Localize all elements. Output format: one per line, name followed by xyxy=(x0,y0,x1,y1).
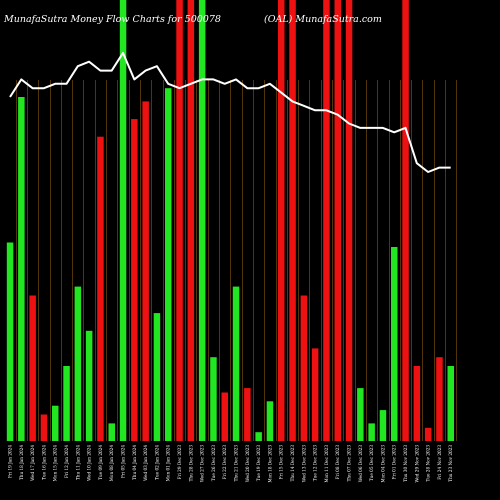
bar xyxy=(187,0,195,441)
bar xyxy=(142,101,149,442)
bar xyxy=(6,242,14,441)
bar xyxy=(108,423,115,441)
bar xyxy=(368,423,375,441)
bar xyxy=(40,414,48,441)
bar xyxy=(413,366,421,441)
chart-title: MunafaSutra Money Flow Charts for 500078 xyxy=(3,14,221,25)
x-tick-label: Thu 11 Jan 2024 xyxy=(75,445,80,480)
x-tick-label: Fri 29 Dec 2023 xyxy=(177,445,182,480)
grid-lines xyxy=(16,80,457,441)
bar xyxy=(131,119,138,441)
bar xyxy=(153,313,161,441)
bar xyxy=(210,357,217,441)
bar xyxy=(357,388,364,441)
x-tick-label: Tue 02 Jan 2024 xyxy=(154,445,159,480)
chart-subtitle: (OAL) MunafaSutra.com xyxy=(264,14,382,25)
x-tick-label: Mon 15 Jan 2024 xyxy=(53,445,58,482)
x-tick-label: Tue 05 Dec 2023 xyxy=(369,445,374,481)
bar xyxy=(323,0,330,441)
x-tick-label: Thu 18 Jan 2024 xyxy=(19,445,24,480)
bar xyxy=(379,410,387,441)
bars xyxy=(6,0,454,442)
bar xyxy=(176,0,183,441)
x-tick-label: Wed 03 Jan 2024 xyxy=(143,445,148,481)
x-tick-label: Thu 04 Jan 2024 xyxy=(132,445,137,480)
bar xyxy=(74,286,82,441)
bar xyxy=(289,0,296,441)
x-tick-label: Wed 29 Nov 2023 xyxy=(414,445,419,483)
bar xyxy=(447,366,454,441)
bar xyxy=(436,357,443,441)
x-tick-label: Thu 07 Dec 2023 xyxy=(347,445,352,482)
x-tick-label: Fri 19 Jan 2024 xyxy=(8,445,13,478)
bar xyxy=(300,295,308,441)
x-tick-label: Fri 22 Dec 2023 xyxy=(222,445,227,480)
x-tick-label: Thu 30 Nov 2023 xyxy=(403,445,408,482)
bar xyxy=(424,427,432,441)
x-tick-label: Wed 13 Dec 2023 xyxy=(301,445,306,483)
bar xyxy=(278,0,285,441)
x-tick-label: Tue 16 Jan 2024 xyxy=(41,445,46,480)
x-tick-label: Fri 08 Dec 2023 xyxy=(335,445,340,480)
x-tick-label: Wed 17 Jan 2024 xyxy=(30,445,35,481)
price-line xyxy=(9,51,451,173)
x-tick-label: Wed 20 Dec 2023 xyxy=(245,445,250,483)
bar xyxy=(311,348,319,441)
x-tick-label: Mon 08 Jan 2024 xyxy=(109,445,114,482)
x-tick-label: Tue 12 Dec 2023 xyxy=(313,445,318,481)
x-tick-label: Wed 10 Jan 2024 xyxy=(87,445,92,481)
x-tick-label: Wed 06 Dec 2023 xyxy=(358,445,363,483)
bar xyxy=(334,0,341,441)
bar xyxy=(255,432,262,441)
x-tick-label: Fri 01 Dec 2023 xyxy=(392,445,397,480)
x-tick-label: Thu 28 Dec 2023 xyxy=(188,445,193,482)
bar xyxy=(402,0,409,441)
x-tick-label: Wed 27 Dec 2023 xyxy=(200,445,205,483)
bar xyxy=(18,97,25,441)
bar xyxy=(345,0,353,441)
bar xyxy=(165,88,172,441)
bar xyxy=(52,405,59,441)
x-tick-label: Thu 14 Dec 2023 xyxy=(290,445,295,482)
bar xyxy=(63,366,70,441)
x-tick-label: Fri 05 Jan 2024 xyxy=(121,445,126,478)
x-tick-label: Thu 23 Nov 2023 xyxy=(448,445,453,482)
x-tick-label: Tue 26 Dec 2023 xyxy=(211,445,216,481)
x-tick-label: Fri 15 Dec 2023 xyxy=(279,445,284,480)
bar xyxy=(266,401,274,441)
bar xyxy=(391,247,398,441)
x-tick-label: Mon 01 Jan 2024 xyxy=(166,445,171,482)
x-tick-label: Thu 21 Dec 2023 xyxy=(234,445,239,482)
x-tick-label: Tue 19 Dec 2023 xyxy=(256,445,261,481)
bar xyxy=(119,0,127,441)
x-tick-labels: Fri 19 Jan 2024 Thu 18 Jan 2024 Wed 17 J… xyxy=(8,445,454,483)
bar xyxy=(97,136,104,441)
x-tick-label: Fri 12 Jan 2024 xyxy=(64,445,69,478)
bar xyxy=(221,392,228,441)
bar xyxy=(232,286,240,441)
x-tick-label: Tue 09 Jan 2024 xyxy=(98,445,103,480)
x-tick-label: Mon 04 Dec 2023 xyxy=(380,445,385,483)
bar xyxy=(29,295,36,441)
x-tick-label: Mon 11 Dec 2023 xyxy=(324,445,329,483)
x-tick-label: Mon 18 Dec 2023 xyxy=(267,445,272,483)
x-tick-label: Fri 24 Nov 2023 xyxy=(437,445,442,480)
bar xyxy=(244,388,251,441)
bar xyxy=(85,330,93,442)
bar xyxy=(198,0,206,441)
x-tick-label: Tue 28 Nov 2023 xyxy=(426,445,431,482)
